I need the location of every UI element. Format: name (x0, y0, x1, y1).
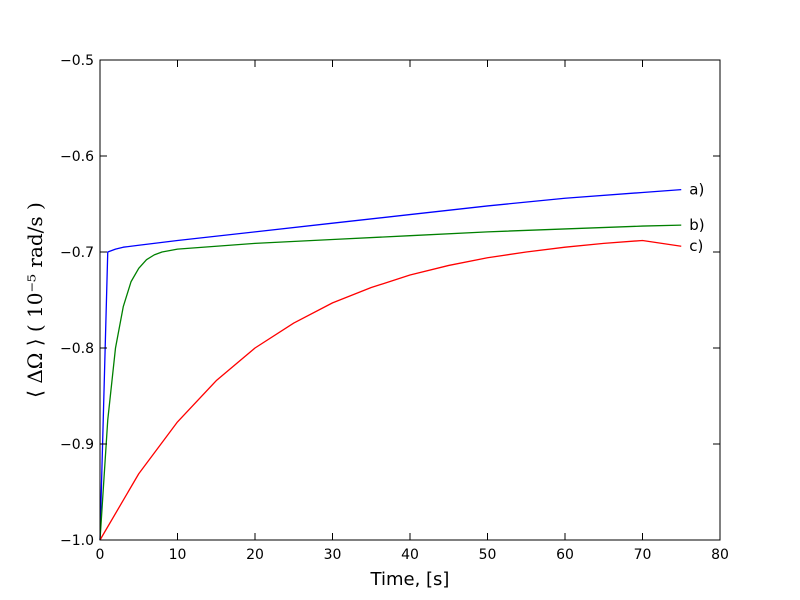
series-line-b (99, 224, 682, 541)
series-line-c (99, 239, 682, 541)
y-tick-label: −1.0 (60, 533, 94, 549)
y-tick-label: −0.9 (60, 437, 94, 453)
x-tick-label: 10 (169, 547, 187, 563)
tick-layer: 0 10 20 30 40 50 60 70 80 −1.0 −0.9 −0.8 −0.7 −0.6 −0.… (60, 53, 729, 563)
x-tick-label: 60 (556, 547, 574, 563)
series-label-a: a) (689, 181, 704, 199)
y-tick-label: −0.5 (60, 53, 94, 69)
y-tick-label: −0.8 (60, 341, 94, 357)
x-tick-label: 80 (711, 547, 729, 563)
x-tick-label: 30 (324, 547, 342, 563)
x-tick-label: 50 (479, 547, 497, 563)
x-axis-label: Time, [s] (370, 569, 450, 590)
x-tick-label: 0 (96, 547, 105, 563)
y-tick-label: −0.7 (60, 245, 94, 261)
y-axis-label-text: ⟨ ΔΩ ⟩ ( 10⁻⁵ rad/s ) (23, 202, 47, 398)
y-tick-label: −0.6 (60, 149, 94, 165)
y-axis-label: ⟨ ΔΩ ⟩ ( 10⁻⁵ rad/s ) (23, 202, 47, 398)
series-label-c: c) (689, 237, 703, 255)
series-line-a (99, 188, 682, 541)
x-tick-label: 70 (634, 547, 652, 563)
series-label-b: b) (689, 216, 704, 234)
x-tick-label: 20 (246, 547, 264, 563)
series-layer: a) b) c) (99, 181, 705, 541)
x-tick-label: 40 (401, 547, 419, 563)
